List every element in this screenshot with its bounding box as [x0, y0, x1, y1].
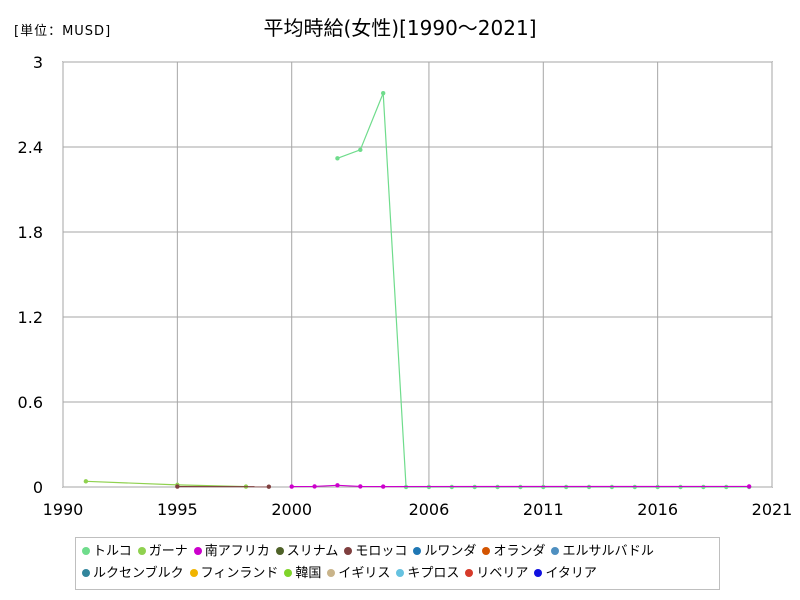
legend-marker	[396, 569, 405, 577]
legend-item: 南アフリカ	[193, 541, 270, 563]
legend-item: スリナム	[275, 541, 339, 563]
chart-title: 平均時給(女性)[1990～2021]	[263, 16, 537, 40]
legend-label: 韓国	[295, 566, 322, 581]
data-point-4	[175, 484, 180, 489]
series-layer	[83, 90, 752, 490]
y-tick-label: 0	[33, 478, 43, 497]
legend-item: オランダ	[482, 541, 545, 563]
legend-marker	[551, 547, 560, 555]
data-point-0	[358, 147, 363, 153]
y-tick-label: 1.2	[18, 308, 43, 327]
legend-item: ガーナ	[137, 541, 188, 563]
y-tick-label: 1.8	[18, 223, 43, 242]
y-tick-label: 0.6	[18, 393, 43, 412]
legend: トルコ ガーナ 南アフリカ スリナム モロッコ ルワンダ オランダ エルサルバドルルクセンブル…	[75, 537, 720, 590]
axis-labels: 0 0.6 1.2 1.8 2.4 3 1990 1995 2000 2006 2011 2016 20…	[18, 53, 793, 519]
data-point-2	[289, 484, 294, 489]
legend-marker	[327, 569, 336, 577]
y-tick-label: 3	[33, 53, 43, 72]
legend-item: イギリス	[327, 563, 390, 585]
data-point-2	[746, 484, 752, 489]
legend-label: オランダ	[493, 544, 546, 559]
legend-marker	[482, 547, 491, 555]
x-tick-label: 2006	[409, 500, 450, 519]
line-chart: 0 0.6 1.2 1.8 2.4 3 1990 1995 2000 2006 2011 2016 20…	[18, 53, 793, 519]
legend-marker	[82, 547, 90, 555]
series-line-2	[291, 484, 750, 488]
legend-item: フィンランド	[189, 563, 279, 585]
legend-label: フィンランド	[200, 566, 279, 581]
legend-marker	[413, 547, 422, 555]
data-point-0	[335, 156, 340, 161]
x-tick-label: 2016	[637, 500, 678, 519]
y-tick-label: 2.4	[18, 138, 43, 157]
legend-label: ガーナ	[148, 544, 188, 559]
legend-item: エルサルバドル	[551, 541, 654, 563]
legend-label: トルコ	[93, 544, 132, 559]
legend-item: ルクセンブルク	[82, 563, 184, 585]
x-tick-label: 2000	[271, 500, 312, 519]
legend-label: リベリア	[476, 566, 529, 581]
legend-marker	[82, 569, 90, 577]
data-point-1	[83, 479, 89, 484]
data-point-2	[312, 484, 317, 489]
legend-label: ルワンダ	[424, 544, 477, 559]
x-tick-label: 1990	[43, 500, 84, 519]
legend-label: ルクセンブルク	[93, 566, 184, 581]
legend-item: トルコ	[82, 541, 132, 563]
data-point-2	[335, 483, 340, 488]
data-point-4	[266, 484, 272, 489]
legend-marker	[465, 569, 474, 577]
legend-label: 南アフリカ	[204, 544, 270, 559]
plot-area	[62, 61, 773, 488]
legend-item: モロッコ	[344, 541, 407, 563]
legend-label: キプロス	[407, 566, 460, 581]
legend-marker	[534, 569, 543, 577]
legend-marker	[189, 569, 198, 577]
x-tick-label: 1995	[157, 500, 198, 519]
legend-marker	[137, 547, 146, 555]
x-tick-label: 2021	[752, 500, 793, 519]
legend-label: モロッコ	[355, 544, 408, 559]
legend-marker	[344, 547, 353, 555]
legend-label: イギリス	[338, 566, 391, 581]
legend-item: ルワンダ	[413, 541, 476, 563]
legend-item: キプロス	[396, 563, 459, 585]
legend-item: イタリア	[534, 563, 597, 585]
legend-label: スリナム	[286, 544, 339, 559]
data-point-2	[358, 484, 363, 489]
data-point-2	[380, 484, 386, 489]
legend-item: 韓国	[284, 563, 321, 585]
x-tick-label: 2011	[523, 500, 564, 519]
legend-item: リベリア	[465, 563, 528, 585]
legend-label: エルサルバドル	[562, 544, 654, 559]
legend-marker	[275, 547, 284, 555]
legend-marker	[193, 547, 202, 555]
unit-label: [単位：MUSD]	[14, 24, 112, 39]
legend-label: イタリア	[545, 566, 597, 581]
data-point-0	[380, 90, 386, 96]
legend-marker	[284, 569, 293, 577]
